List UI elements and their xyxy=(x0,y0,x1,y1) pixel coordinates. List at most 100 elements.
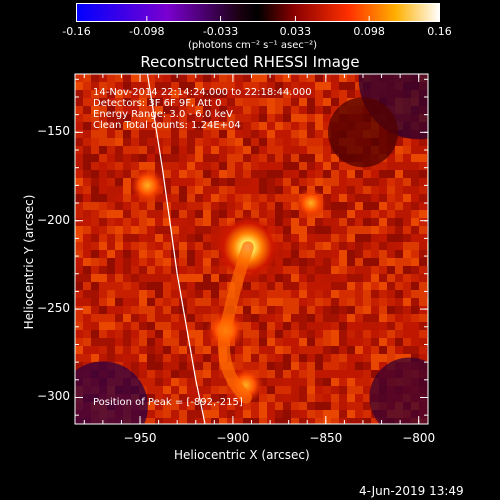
heatmap-pixel xyxy=(259,314,267,322)
heatmap-pixel xyxy=(195,354,203,362)
heatmap-pixel xyxy=(259,74,267,82)
heatmap-pixel xyxy=(315,146,323,154)
heatmap-pixel xyxy=(139,210,147,218)
heatmap-pixel xyxy=(403,226,411,234)
heatmap-pixel xyxy=(115,226,123,234)
heatmap-pixel xyxy=(99,186,107,194)
heatmap-pixel xyxy=(75,258,83,266)
heatmap-pixel xyxy=(203,394,211,402)
heatmap-pixel xyxy=(395,218,403,226)
heatmap-pixel xyxy=(291,130,299,138)
heatmap-pixel xyxy=(331,218,339,226)
heatmap-pixel xyxy=(267,386,275,394)
heatmap-pixel xyxy=(251,194,259,202)
heatmap-pixel xyxy=(91,258,99,266)
heatmap-pixel xyxy=(387,354,395,362)
heatmap-pixel xyxy=(203,114,211,122)
heatmap-pixel xyxy=(171,242,179,250)
heatmap-pixel xyxy=(187,82,195,90)
heatmap-pixel xyxy=(171,202,179,210)
heatmap-pixel xyxy=(251,330,259,338)
heatmap-pixel xyxy=(195,298,203,306)
heatmap-pixel xyxy=(275,322,283,330)
heatmap-pixel xyxy=(419,210,427,218)
heatmap-pixel xyxy=(291,258,299,266)
heatmap-pixel xyxy=(251,202,259,210)
heatmap-pixel xyxy=(131,258,139,266)
heatmap-pixel xyxy=(323,178,331,186)
heatmap-pixel xyxy=(323,210,331,218)
heatmap-pixel xyxy=(371,258,379,266)
heatmap-pixel xyxy=(315,346,323,354)
heatmap-pixel xyxy=(179,234,187,242)
x-tick-label: −800 xyxy=(402,431,436,445)
heatmap-pixel xyxy=(387,322,395,330)
heatmap-pixel xyxy=(275,226,283,234)
heatmap-pixel xyxy=(83,290,91,298)
heatmap-pixel xyxy=(163,418,171,424)
heatmap-pixel xyxy=(347,170,355,178)
heatmap-pixel xyxy=(299,330,307,338)
heatmap-pixel xyxy=(323,98,331,106)
heatmap-pixel xyxy=(75,90,83,98)
colorbar-tick-label: 0.16 xyxy=(427,25,452,38)
heatmap-pixel xyxy=(203,386,211,394)
heatmap-pixel xyxy=(315,106,323,114)
heatmap-pixel xyxy=(219,394,227,402)
heatmap-pixel xyxy=(171,290,179,298)
heatmap-pixel xyxy=(115,290,123,298)
heatmap-pixel xyxy=(115,234,123,242)
heatmap-pixel xyxy=(419,346,427,354)
heatmap-pixel xyxy=(75,218,83,226)
heatmap-pixel xyxy=(211,410,219,418)
heatmap-pixel xyxy=(307,266,315,274)
heatmap-pixel xyxy=(99,130,107,138)
heatmap-pixel xyxy=(323,138,331,146)
heatmap-pixel xyxy=(323,122,331,130)
heatmap-pixel xyxy=(387,242,395,250)
heatmap-pixel xyxy=(411,330,419,338)
heatmap-pixel xyxy=(123,74,131,82)
heatmap-pixel xyxy=(171,298,179,306)
heatmap-pixel xyxy=(331,234,339,242)
heatmap-pixel xyxy=(307,274,315,282)
heatmap-pixel xyxy=(147,418,155,424)
heatmap-pixel xyxy=(171,330,179,338)
heatmap-pixel xyxy=(395,138,403,146)
heatmap-pixel xyxy=(315,386,323,394)
heatmap-pixel xyxy=(219,410,227,418)
heatmap-pixel xyxy=(371,282,379,290)
heatmap-pixel xyxy=(171,314,179,322)
heatmap-pixel xyxy=(355,186,363,194)
heatmap-pixel xyxy=(275,330,283,338)
heatmap-pixel xyxy=(323,402,331,410)
heatmap-pixel xyxy=(187,170,195,178)
heatmap-pixel xyxy=(227,154,235,162)
chart-title: Reconstructed RHESSI Image xyxy=(140,53,360,71)
heatmap-pixel xyxy=(323,330,331,338)
heatmap-pixel xyxy=(131,162,139,170)
heatmap-pixel xyxy=(259,282,267,290)
heatmap-pixel xyxy=(259,98,267,106)
heatmap-pixel xyxy=(331,418,339,424)
heatmap-pixel xyxy=(243,154,251,162)
heatmap-pixel xyxy=(259,362,267,370)
heatmap-pixel xyxy=(235,418,243,424)
heatmap-pixel xyxy=(83,178,91,186)
heatmap-pixel xyxy=(235,210,243,218)
heatmap-pixel xyxy=(291,354,299,362)
heatmap-pixel xyxy=(395,298,403,306)
heatmap-pixel xyxy=(195,306,203,314)
heatmap-pixel xyxy=(227,410,235,418)
heatmap-pixel xyxy=(291,386,299,394)
heatmap-pixel xyxy=(251,210,259,218)
heatmap-pixel xyxy=(187,210,195,218)
heatmap-pixel xyxy=(355,306,363,314)
heatmap-pixel xyxy=(283,330,291,338)
heatmap-pixel xyxy=(355,226,363,234)
heatmap-pixel xyxy=(83,146,91,154)
heatmap-pixel xyxy=(107,266,115,274)
heatmap-pixel xyxy=(203,282,211,290)
heatmap-pixel xyxy=(139,346,147,354)
